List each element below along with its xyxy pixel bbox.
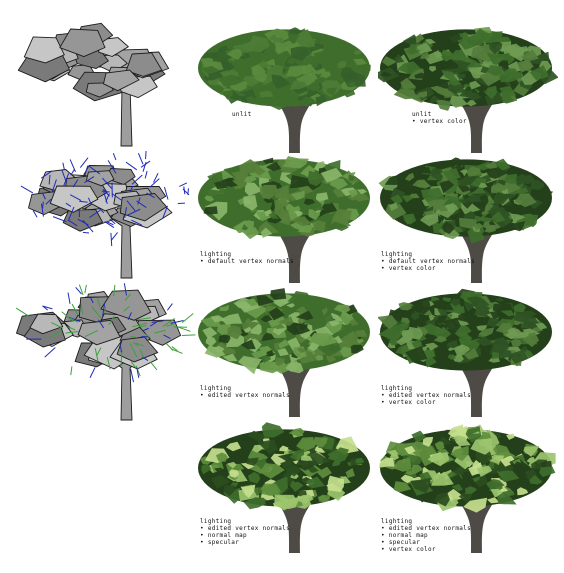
caption-bullet: • edited vertex normals [200, 525, 290, 532]
caption-bullet: • edited vertex normals [200, 392, 290, 399]
render-panel-row-4-specular [196, 418, 376, 558]
tree-wireframe-normals-default [20, 150, 190, 279]
canopy [198, 422, 370, 511]
wire-trunk [106, 215, 142, 279]
caption-bullet: • vertex color [381, 265, 436, 272]
canopy [198, 27, 371, 110]
canopy [198, 288, 370, 375]
tree-render-lit-edited-normals-vertex-color [378, 288, 552, 417]
render-panel-row-3-lighting-vertex-color [378, 282, 558, 422]
caption-bullet: • edited vertex normals [381, 392, 471, 399]
tree-render-unlit [198, 27, 371, 153]
wire-canopy [20, 150, 190, 247]
caption-heading: unlit [232, 111, 252, 118]
wireframe-panel-row-1 [8, 6, 198, 156]
caption-bullet: • edited vertex normals [381, 525, 471, 532]
caption-heading: lighting [200, 385, 232, 392]
render-panel-row-3-lighting [196, 282, 376, 422]
caption-bullet: • vertex color [381, 399, 436, 406]
render-panel-row-1-unlit [196, 18, 376, 158]
tree-render-normal-map-specular [198, 422, 370, 553]
wire-canopy [17, 22, 170, 102]
caption-heading: lighting [381, 251, 413, 258]
caption-row-3-right: lighting • edited vertex normals • vertex … [381, 385, 471, 406]
caption-row-4-left: lighting • edited vertex normals • normal … [200, 518, 290, 546]
caption-bullet: • vertex color [412, 118, 467, 125]
caption-bullet: • normal map [381, 532, 428, 539]
caption-row-3-left: lighting • edited vertex normals [200, 385, 290, 399]
caption-bullet: • vertex color [381, 546, 436, 553]
caption-bullet: • specular [381, 539, 421, 546]
canopy [378, 157, 554, 244]
render-panel-row-2-lighting-vertex-color [378, 148, 558, 288]
caption-row-2-left: lighting • default vertex normals [200, 251, 294, 265]
tree-wireframe-mesh [17, 22, 170, 147]
tree-render-lit-default-normals [198, 156, 370, 283]
render-panel-row-1-vertex-color [378, 18, 558, 158]
tree-render-lit-default-normals-vertex-color [378, 157, 554, 283]
tree-render-unlit-vertex-color [378, 26, 558, 153]
caption-heading: lighting [381, 518, 413, 525]
wire-canopy [15, 283, 196, 383]
caption-row-1-left: unlit [232, 111, 252, 118]
tree-wireframe-normals-edited [15, 283, 196, 421]
caption-bullet: • default vertex normals [200, 258, 294, 265]
caption-bullet: • default vertex normals [381, 258, 475, 265]
caption-row-2-right: lighting • default vertex normals • vertex… [381, 251, 475, 272]
canopy [198, 156, 370, 240]
tree-render-normal-map-specular-vertex-color [378, 424, 556, 553]
caption-heading: lighting [381, 385, 413, 392]
wireframe-panel-row-2 [8, 146, 198, 286]
caption-heading: lighting [200, 518, 232, 525]
wireframe-panel-row-3 [8, 280, 198, 430]
caption-row-4-right: lighting • edited vertex normals • normal … [381, 518, 471, 553]
caption-heading: unlit [412, 111, 432, 118]
canopy [378, 26, 558, 111]
caption-bullet: • specular [200, 539, 240, 546]
render-panel-row-2-lighting [196, 148, 376, 288]
caption-bullet: • normal map [200, 532, 247, 539]
caption-row-1-right: unlit • vertex color [412, 111, 467, 125]
caption-heading: lighting [200, 251, 232, 258]
canopy [378, 288, 552, 371]
render-panel-row-4-specular-vertex-color [378, 418, 558, 558]
canopy [378, 424, 556, 513]
tree-render-lit-edited-normals [198, 288, 370, 417]
